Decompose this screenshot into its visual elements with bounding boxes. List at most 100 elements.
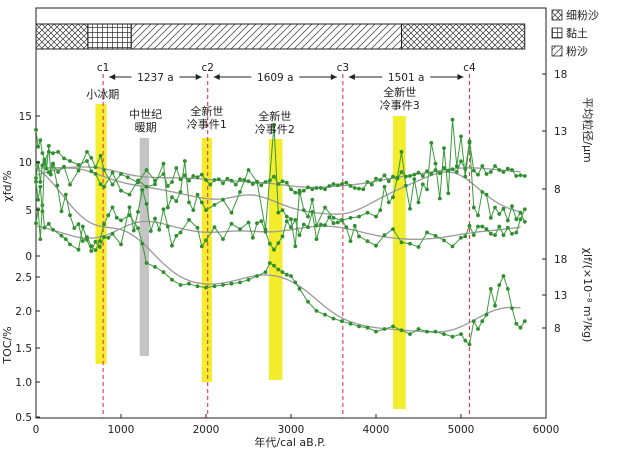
data-point: [68, 182, 72, 187]
data-point: [382, 173, 387, 178]
data-point: [170, 180, 174, 184]
data-point: [195, 284, 200, 289]
data-point: [306, 214, 310, 219]
data-point: [161, 207, 166, 212]
data-point: [68, 242, 72, 247]
data-point: [246, 220, 251, 225]
data-point: [89, 249, 94, 253]
event-band: [139, 138, 150, 356]
data-point: [182, 159, 187, 163]
data-point: [522, 319, 527, 324]
data-point: [68, 213, 72, 218]
data-point: [280, 208, 285, 213]
data-point: [348, 321, 353, 326]
data-point: [174, 233, 179, 238]
legend-swatch: [551, 27, 563, 39]
data-point: [493, 205, 497, 210]
data-point: [518, 325, 523, 330]
legend-label: 粉沙: [566, 45, 588, 58]
data-point: [125, 175, 130, 180]
data-point: [403, 183, 408, 188]
data-point: [272, 174, 276, 179]
data-point: [425, 230, 429, 235]
data-point: [391, 227, 395, 232]
data-point: [314, 237, 319, 242]
data-point: [98, 182, 103, 187]
data-point: [153, 216, 157, 221]
data-point: [391, 324, 395, 329]
x-tick-label: 5000: [448, 424, 475, 436]
y-tick-label: 1.5: [15, 343, 32, 355]
data-point: [284, 219, 289, 224]
data-point: [382, 184, 387, 189]
y-tick-label: 18: [554, 254, 567, 266]
data-point: [212, 178, 217, 182]
data-point: [416, 245, 421, 249]
data-point: [352, 186, 357, 190]
data-point: [148, 229, 153, 234]
data-point: [297, 287, 302, 291]
data-point: [195, 225, 200, 230]
data-point: [348, 184, 353, 188]
data-point: [395, 175, 400, 180]
data-point: [310, 197, 315, 202]
data-point: [191, 174, 196, 178]
data-point: [510, 306, 514, 311]
data-point: [165, 224, 170, 229]
data-point: [493, 303, 497, 308]
data-point: [229, 178, 234, 183]
data-point: [153, 265, 157, 269]
data-point: [63, 237, 68, 242]
data-point: [505, 287, 510, 291]
data-point: [178, 230, 183, 235]
data-point: [522, 207, 527, 212]
y-tick-label: 5: [25, 205, 32, 217]
data-point: [352, 223, 357, 228]
data-point: [97, 245, 102, 249]
data-point: [76, 222, 81, 227]
data-point: [323, 205, 327, 210]
data-point: [46, 221, 51, 226]
data-point: [238, 190, 242, 194]
interval-label: 1237 a: [137, 72, 174, 84]
data-point: [102, 168, 106, 172]
data-point: [56, 170, 60, 174]
data-point: [267, 261, 272, 265]
data-point: [301, 208, 306, 213]
x-tick-label: 6000: [533, 424, 560, 436]
data-point: [250, 182, 255, 186]
data-point: [89, 156, 94, 160]
data-point: [471, 319, 476, 324]
y-axis-label-right-top: 平均粒径/μm: [581, 97, 595, 162]
data-point: [165, 205, 170, 210]
data-point: [484, 172, 489, 176]
data-point: [263, 227, 268, 232]
data-point: [459, 159, 463, 164]
data-point: [471, 168, 476, 173]
data-point: [36, 160, 40, 165]
data-point: [38, 184, 43, 189]
y-tick-label: 15: [19, 111, 32, 123]
data-point: [348, 239, 353, 244]
event-band: [95, 104, 107, 364]
data-point: [76, 163, 81, 167]
data-point: [425, 329, 429, 334]
data-point: [93, 239, 98, 244]
data-point: [514, 321, 519, 326]
data-point: [106, 213, 111, 218]
y-tick-label: 8: [554, 323, 561, 335]
data-point: [221, 181, 225, 186]
data-point: [85, 235, 89, 240]
band-label: 小冰期: [86, 88, 119, 101]
data-point: [62, 164, 66, 169]
data-point: [136, 226, 140, 231]
event-label: c3: [337, 62, 349, 74]
data-point: [212, 284, 217, 289]
data-point: [276, 241, 281, 246]
event-label: c2: [201, 62, 213, 74]
data-point: [110, 170, 115, 175]
data-point: [174, 166, 179, 170]
arrow-head: [213, 74, 220, 80]
data-point: [344, 225, 349, 230]
y-tick-label: 10: [19, 157, 32, 169]
